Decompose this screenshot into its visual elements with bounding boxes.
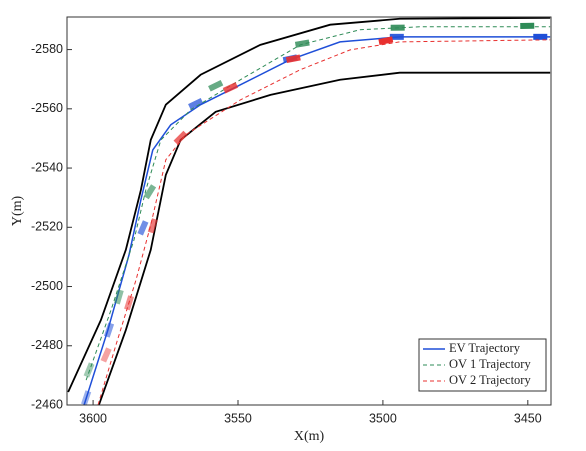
vehicle — [143, 184, 157, 200]
y-tick-label: -2540 — [31, 160, 63, 174]
legend-label: EV Trajectory — [449, 341, 521, 355]
x-axis-label: X(m) — [294, 429, 325, 444]
vehicle — [285, 54, 301, 64]
legend-label: OV 2 Trajectory — [449, 373, 531, 387]
road-boundary — [98, 71, 551, 405]
vehicle — [222, 82, 239, 94]
road-boundary — [67, 17, 551, 393]
plot — [67, 17, 551, 405]
x-tick-label: 3500 — [369, 411, 397, 425]
vehicle — [520, 22, 535, 29]
vehicle — [83, 362, 95, 378]
y-tick-label: -2560 — [31, 101, 63, 115]
vehicle — [147, 218, 158, 234]
y-tick-label: -2460 — [31, 397, 63, 411]
y-tick-label: -2580 — [31, 42, 63, 56]
y-tick-label: -2520 — [31, 220, 63, 234]
y-tick-label: -2480 — [31, 338, 63, 352]
trajectory — [97, 39, 551, 405]
vehicle — [378, 36, 394, 45]
vehicle — [137, 220, 149, 236]
trajectory — [85, 26, 551, 381]
vehicle — [294, 39, 310, 48]
plot-frame — [66, 16, 552, 406]
x-tick-label: 3600 — [79, 411, 107, 425]
x-tick-label: 3450 — [514, 411, 542, 425]
vehicle — [208, 79, 224, 92]
vehicle — [100, 347, 112, 363]
legend-label: OV 1 Trajectory — [449, 357, 531, 371]
vehicle — [173, 130, 188, 145]
x-tick-label: 3550 — [224, 411, 252, 425]
vehicle — [114, 289, 124, 305]
y-axis-label: Y(m) — [10, 196, 25, 227]
y-tick-label: -2500 — [31, 279, 63, 293]
vehicle — [188, 98, 204, 110]
